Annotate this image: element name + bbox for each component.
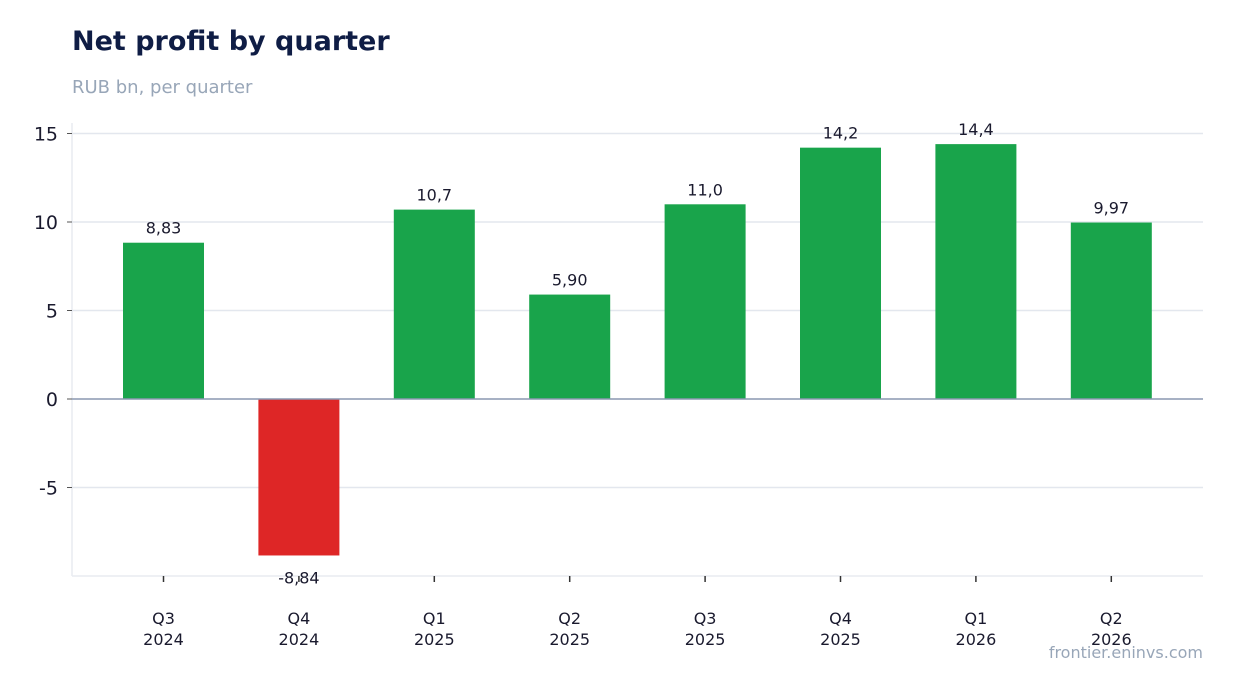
bar xyxy=(1070,222,1152,399)
data-label: 9,97 xyxy=(1093,199,1129,218)
data-label: 14,2 xyxy=(823,124,859,143)
x-tick-label: Q2 2026 xyxy=(1091,609,1132,649)
x-tick-label: Q4 2024 xyxy=(279,609,320,649)
bar xyxy=(529,294,611,399)
bar xyxy=(800,147,881,399)
x-tick-label: Q4 2025 xyxy=(820,609,861,649)
bar xyxy=(664,204,746,399)
data-label: 5,90 xyxy=(552,271,588,290)
y-tick-label: 0 xyxy=(46,389,58,411)
y-tick-label: -5 xyxy=(39,478,58,500)
y-tick-label: 10 xyxy=(34,212,58,234)
data-label: 8,83 xyxy=(146,219,182,238)
bar xyxy=(935,144,1017,399)
x-tick-label: Q1 2026 xyxy=(956,609,997,649)
x-tick-label: Q2 2025 xyxy=(549,609,590,649)
data-label: 11,0 xyxy=(687,180,723,199)
x-tick-label: Q1 2025 xyxy=(414,609,455,649)
source-credit: frontier.eninvs.com xyxy=(1048,643,1203,662)
bar xyxy=(393,209,475,399)
bar xyxy=(258,399,340,556)
data-label: 10,7 xyxy=(416,186,452,205)
x-tick-label: Q3 2024 xyxy=(143,609,184,649)
y-tick-label: 5 xyxy=(46,301,58,323)
bar xyxy=(123,242,204,399)
chart-title: Net profit by quarter xyxy=(72,26,390,57)
data-label: 14,4 xyxy=(958,120,994,139)
x-tick-label: Q3 2025 xyxy=(685,609,726,649)
y-tick-label: 15 xyxy=(34,124,58,146)
chart-subtitle: RUB bn, per quarter xyxy=(72,77,253,98)
